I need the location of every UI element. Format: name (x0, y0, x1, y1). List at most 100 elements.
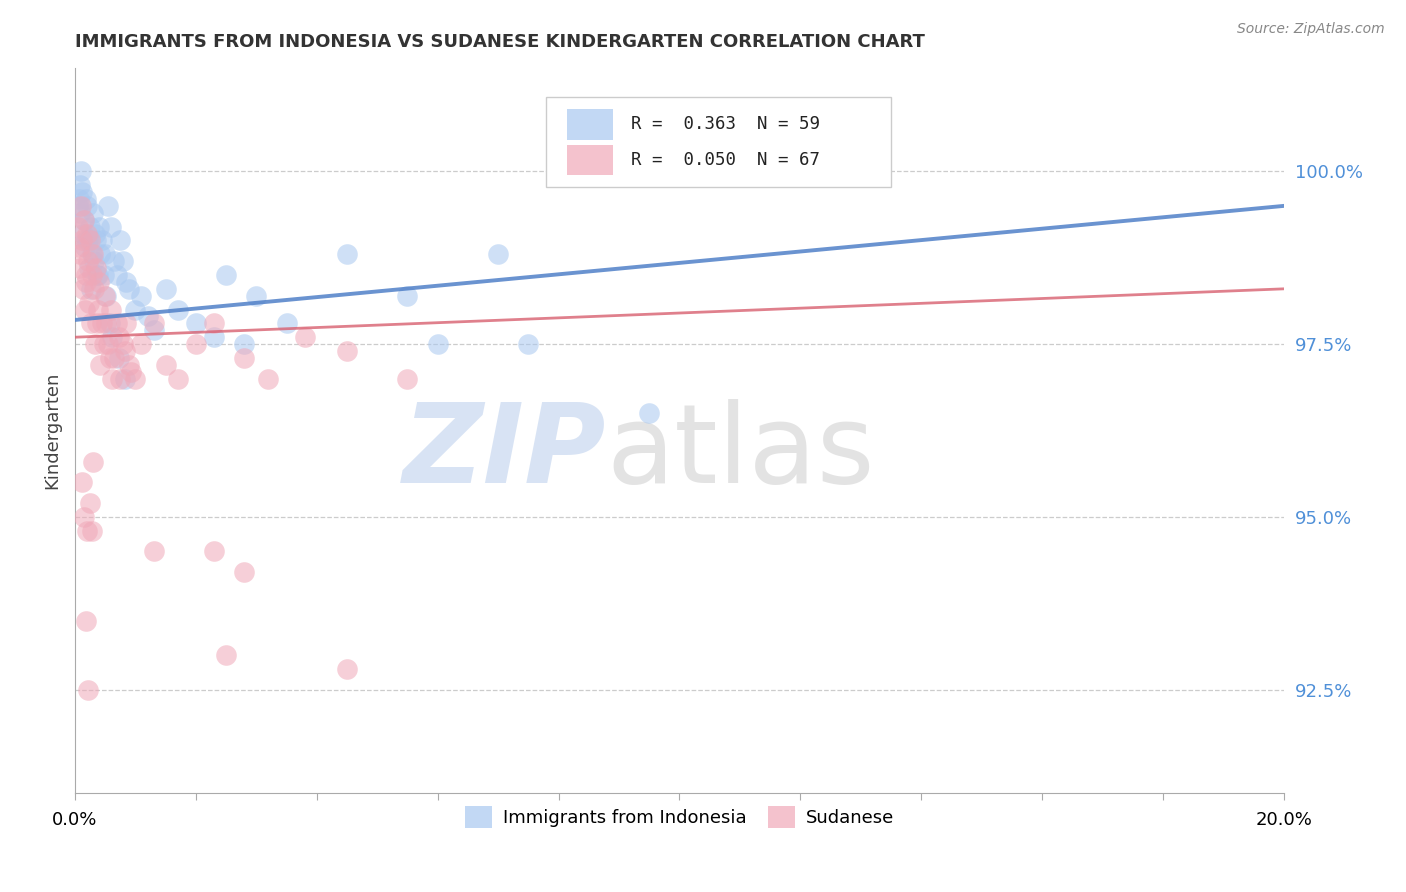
Point (89, 358, 111, 372)
Text: atlas: atlas (607, 399, 876, 506)
Point (101, 372, 124, 386)
Point (155, 282, 177, 296)
Point (105, 317, 128, 331)
Point (73, 212, 96, 227)
Point (114, 344, 136, 359)
Point (72, 475, 94, 490)
Point (118, 358, 141, 372)
Point (84, 337, 107, 351)
Point (80, 317, 103, 331)
FancyBboxPatch shape (547, 96, 891, 187)
Point (124, 302, 146, 317)
Point (103, 351, 125, 365)
Point (80, 524, 103, 538)
Point (87, 302, 110, 317)
Text: Source: ZipAtlas.com: Source: ZipAtlas.com (1237, 22, 1385, 37)
Point (77, 254, 100, 268)
Point (396, 372, 419, 386)
Point (97, 337, 120, 351)
Point (257, 372, 280, 386)
Point (202, 317, 225, 331)
Point (76, 227, 98, 241)
Point (72, 234, 94, 248)
Point (96, 289, 118, 303)
Point (100, 302, 122, 317)
Point (83, 254, 105, 268)
Point (98, 317, 121, 331)
Point (84, 261, 107, 276)
Point (166, 372, 188, 386)
Point (69, 206, 91, 220)
Point (76, 524, 98, 538)
Point (66, 219, 89, 234)
Point (94, 247, 117, 261)
Point (107, 330, 129, 344)
Point (112, 254, 135, 268)
Point (101, 330, 124, 344)
Point (638, 406, 661, 420)
Point (105, 268, 128, 282)
Point (73, 212, 96, 227)
Point (77, 234, 100, 248)
Point (91, 234, 114, 248)
Point (79, 219, 101, 234)
Point (72, 185, 94, 199)
Point (100, 219, 122, 234)
Point (136, 310, 159, 324)
Point (202, 330, 225, 344)
Text: R =  0.363  N = 59: R = 0.363 N = 59 (631, 115, 820, 133)
Point (142, 317, 165, 331)
Point (80, 247, 103, 261)
Point (91, 317, 114, 331)
Point (115, 275, 138, 289)
Point (215, 268, 238, 282)
Point (80, 268, 103, 282)
Point (89, 247, 111, 261)
Bar (567, 109, 613, 139)
Point (93, 268, 115, 282)
Point (84, 234, 107, 248)
Point (72, 227, 94, 241)
Text: IMMIGRANTS FROM INDONESIA VS SUDANESE KINDERGARTEN CORRELATION CHART: IMMIGRANTS FROM INDONESIA VS SUDANESE KI… (75, 33, 925, 51)
Point (115, 317, 138, 331)
Point (86, 317, 108, 331)
Point (131, 337, 153, 351)
Point (82, 247, 104, 261)
Point (75, 192, 97, 206)
Point (66, 199, 89, 213)
Point (155, 358, 177, 372)
Point (131, 289, 153, 303)
Point (89, 219, 111, 234)
Point (396, 289, 419, 303)
Text: R =  0.050  N = 67: R = 0.050 N = 67 (631, 151, 820, 169)
Point (142, 323, 165, 337)
Point (184, 317, 207, 331)
Point (70, 199, 93, 213)
Point (73, 240, 96, 254)
Point (98, 351, 121, 365)
Point (72, 282, 94, 296)
Point (82, 206, 104, 220)
Point (77, 261, 100, 276)
Point (233, 351, 256, 365)
Point (77, 682, 100, 697)
Point (103, 254, 125, 268)
Point (110, 372, 132, 386)
Point (70, 164, 93, 178)
Point (69, 247, 91, 261)
Point (76, 199, 98, 213)
Point (69, 261, 91, 276)
Point (96, 317, 118, 331)
Point (486, 247, 509, 261)
Point (124, 372, 146, 386)
Point (336, 247, 359, 261)
Point (233, 565, 256, 579)
Point (89, 275, 111, 289)
Point (245, 289, 267, 303)
Point (79, 496, 101, 510)
Point (294, 330, 316, 344)
Point (83, 282, 105, 296)
Point (112, 337, 135, 351)
Point (233, 337, 256, 351)
Point (107, 351, 129, 365)
